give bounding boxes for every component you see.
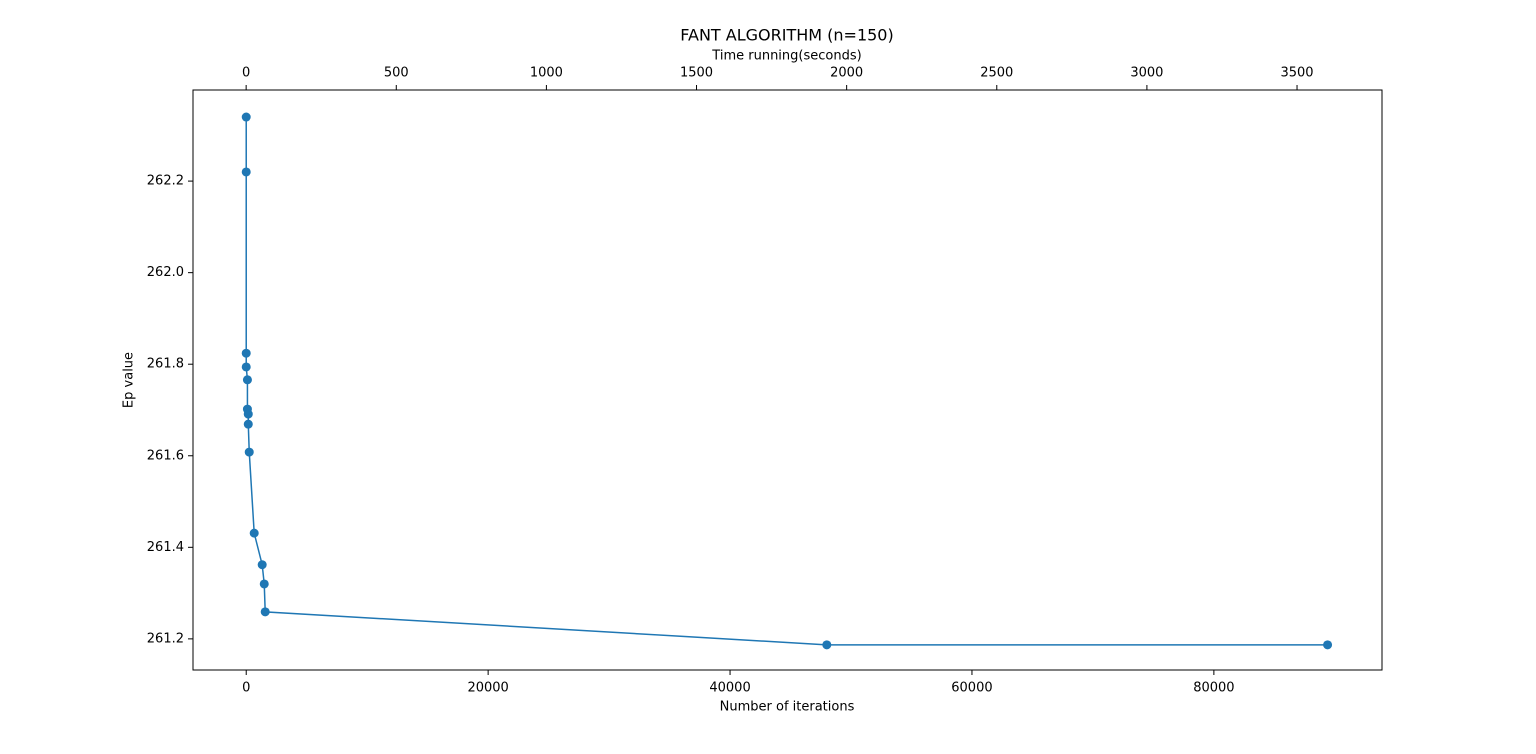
chart-title: FANT ALGORITHM (n=150)	[680, 26, 893, 45]
x2-tick-label: 1000	[530, 66, 563, 81]
plot-frame	[192, 89, 1383, 671]
x2-tick-label: 3000	[1130, 66, 1163, 81]
y-tick-label: 262.0	[147, 265, 184, 280]
x-axis-label: Number of iterations	[720, 700, 855, 715]
x2-axis-label: Time running(seconds)	[711, 49, 861, 64]
point	[1323, 640, 1333, 650]
point	[243, 419, 253, 429]
x2-tick-label: 2000	[830, 66, 863, 81]
x-tick-label: 60000	[951, 681, 992, 696]
point	[822, 640, 832, 650]
point	[257, 560, 267, 570]
y-tick-label: 262.2	[147, 174, 184, 189]
point	[259, 579, 269, 589]
y-tick-label: 261.2	[147, 631, 184, 646]
y-axis-label: Ep value	[122, 352, 137, 408]
point	[249, 528, 259, 538]
point	[241, 362, 251, 372]
point	[243, 409, 253, 419]
x2-tick-label: 2500	[980, 66, 1013, 81]
point	[241, 112, 251, 122]
y-tick-label: 261.6	[147, 448, 184, 463]
x2-tick-label: 1500	[680, 66, 713, 81]
point	[244, 447, 254, 457]
point	[260, 607, 270, 617]
point	[241, 167, 251, 177]
line	[245, 117, 1328, 646]
x-tick-label: 80000	[1193, 681, 1234, 696]
x-tick-label: 40000	[709, 681, 750, 696]
y-tick-label: 261.4	[147, 540, 184, 555]
x2-tick-label: 0	[242, 66, 250, 81]
x-tick-label: 0	[242, 681, 250, 696]
x2-tick-label: 3500	[1280, 66, 1313, 81]
x2-tick-label: 500	[384, 66, 409, 81]
x-tick-label: 20000	[467, 681, 508, 696]
point	[242, 375, 252, 385]
point	[241, 348, 251, 358]
y-tick-label: 261.8	[147, 357, 184, 372]
